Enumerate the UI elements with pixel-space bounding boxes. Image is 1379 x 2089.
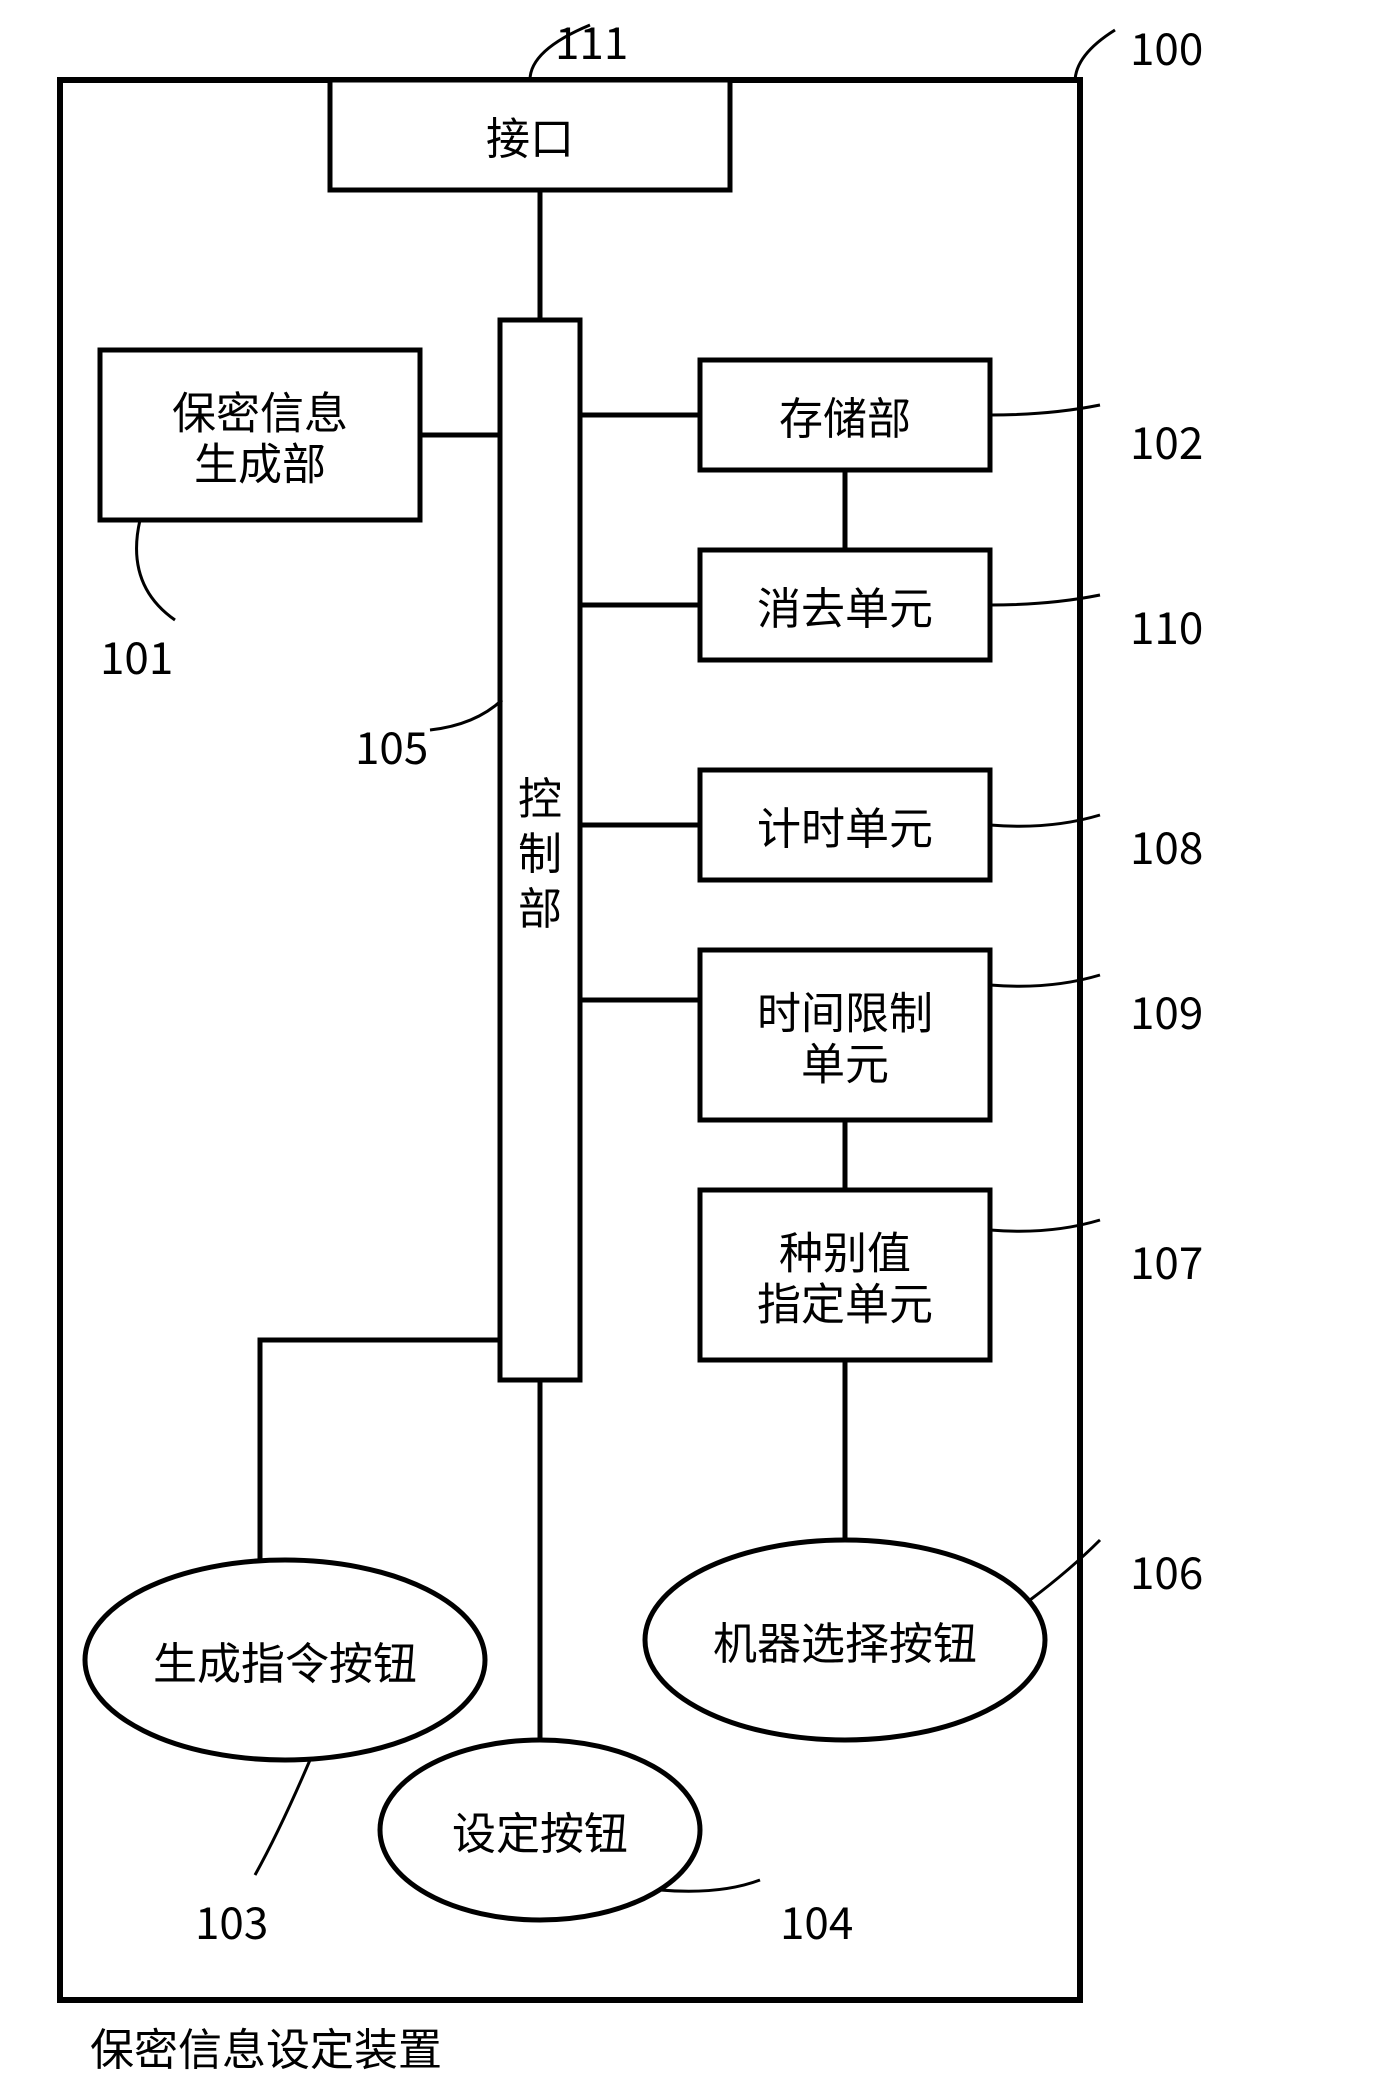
svg-text:100: 100: [1130, 14, 1203, 78]
svg-text:110: 110: [1130, 593, 1203, 657]
svg-text:设定按钮: 设定按钮: [452, 1798, 628, 1862]
svg-text:104: 104: [780, 1888, 853, 1952]
svg-text:102: 102: [1130, 408, 1203, 472]
svg-text:机器选择按钮: 机器选择按钮: [713, 1608, 977, 1672]
svg-text:计时单元: 计时单元: [757, 793, 933, 857]
caption: 保密信息设定装置: [90, 2014, 442, 2078]
svg-text:接口: 接口: [486, 103, 574, 167]
svg-text:消去单元: 消去单元: [757, 573, 933, 637]
svg-text:106: 106: [1130, 1538, 1203, 1602]
svg-text:108: 108: [1130, 813, 1203, 877]
svg-text:101: 101: [100, 623, 173, 687]
svg-text:保密信息生成部: 保密信息生成部: [172, 378, 348, 493]
svg-text:103: 103: [195, 1888, 268, 1952]
node-n102: 102: [700, 360, 1203, 472]
svg-text:107: 107: [1130, 1228, 1203, 1292]
svg-text:生成指令按钮: 生成指令按钮: [153, 1628, 417, 1692]
svg-text:111: 111: [555, 8, 628, 72]
svg-text:109: 109: [1130, 978, 1203, 1042]
node-n100: 100: [1130, 14, 1203, 78]
svg-text:105: 105: [355, 713, 428, 777]
svg-text:种别值指定单元: 种别值指定单元: [757, 1218, 933, 1333]
svg-text:部: 部: [518, 873, 562, 937]
svg-text:存储部: 存储部: [779, 383, 911, 447]
